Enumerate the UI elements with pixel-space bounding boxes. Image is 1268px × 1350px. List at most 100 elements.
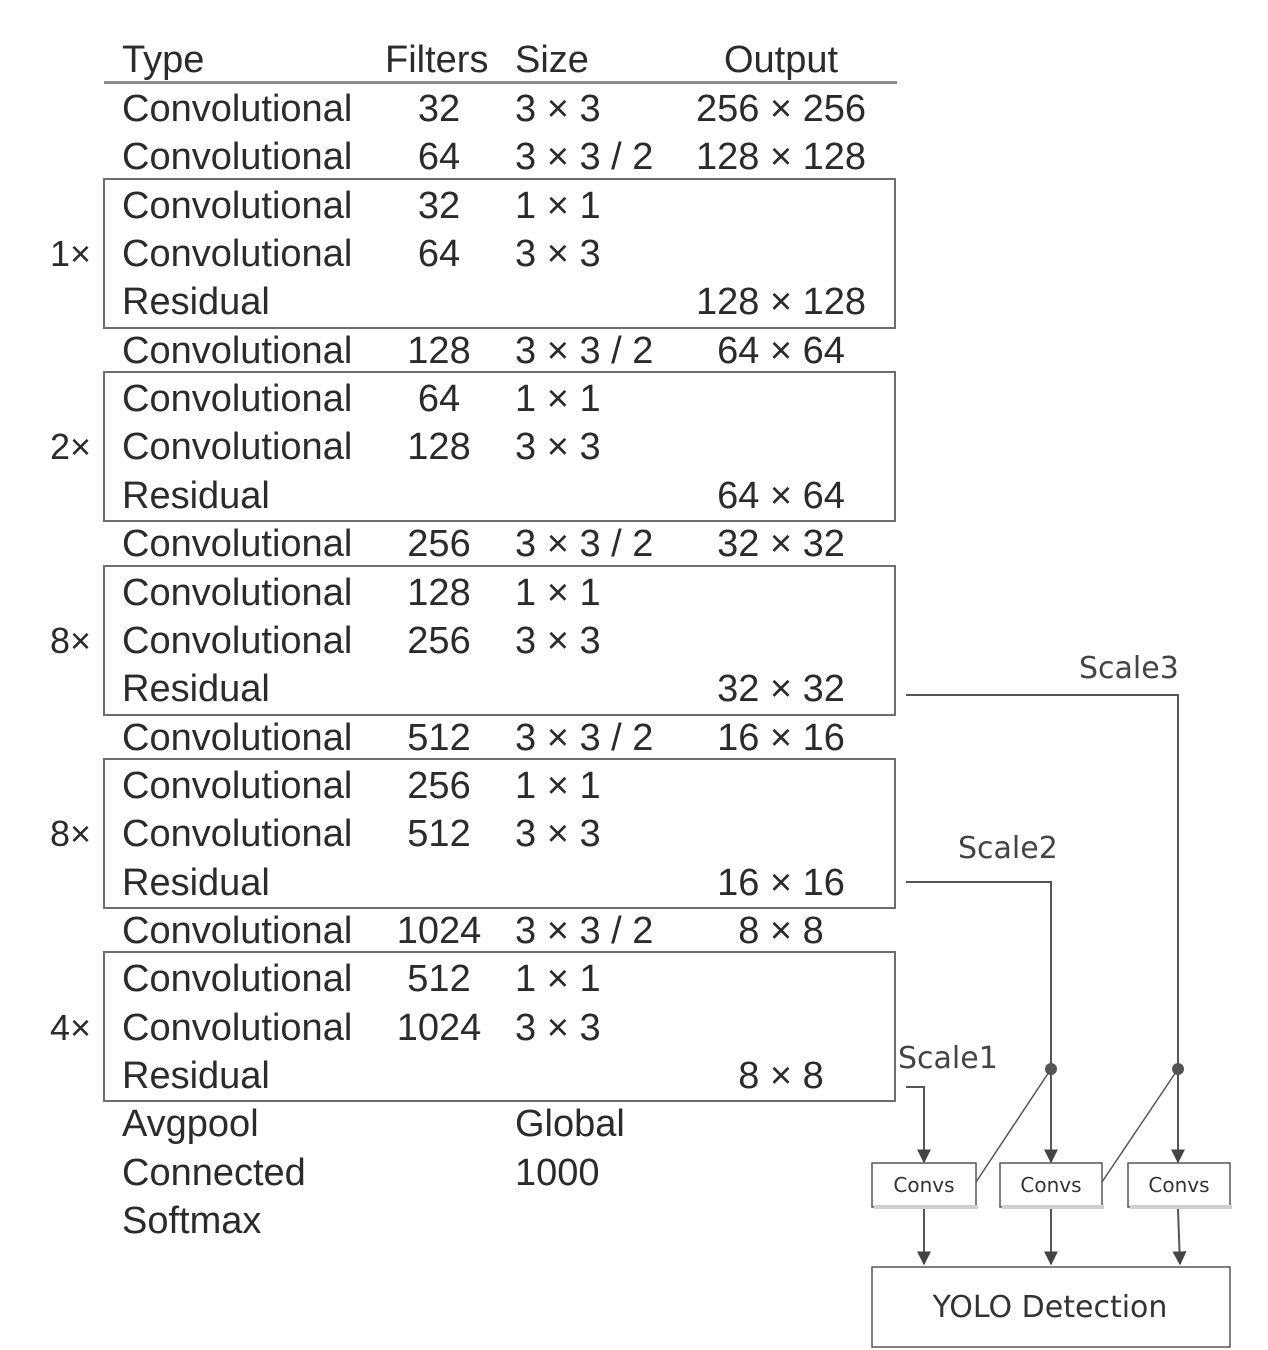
convs-label-1: Convs (893, 1173, 954, 1197)
row-9-filters: 256 (407, 523, 471, 566)
row-11-size: 3 × 3 (515, 619, 601, 662)
row-11-filters: 256 (407, 619, 471, 662)
header-filters: Filters (385, 39, 489, 81)
row-14-filters: 256 (407, 764, 471, 807)
row-3-filters: 64 (417, 233, 461, 276)
scale2-line (906, 881, 1058, 1164)
residual-block-0 (103, 177, 896, 329)
row-6-size: 1 × 1 (515, 378, 601, 421)
row-18-filters: 512 (407, 958, 471, 1001)
row-6-filters: 64 (417, 378, 461, 421)
residual-block-2 (103, 564, 896, 716)
row-13-size: 3 × 3 / 2 (515, 716, 654, 759)
row-0-filters: 32 (417, 88, 461, 130)
residual-block-3 (103, 757, 896, 909)
row-0-output: 256 × 256 (695, 88, 867, 130)
row-7-type: Convolutional (122, 426, 353, 469)
header-type: Type (122, 39, 205, 81)
row-2-size: 1 × 1 (515, 184, 601, 227)
row-18-type: Convolutional (122, 958, 353, 1001)
row-17-type: Convolutional (122, 909, 353, 952)
row-21-size: Global (515, 1103, 625, 1146)
row-0-type: Convolutional (122, 88, 353, 130)
row-12-output: 32 × 32 (717, 668, 845, 711)
row-10-type: Convolutional (122, 571, 353, 614)
row-5-type: Convolutional (122, 329, 353, 372)
header-rule (104, 81, 897, 84)
row-20-type: Residual (122, 1055, 270, 1097)
row-1-output: 128 × 128 (695, 136, 867, 179)
row-14-type: Convolutional (122, 764, 353, 807)
row-19-type: Convolutional (122, 1006, 353, 1049)
row-3-type: Convolutional (122, 233, 353, 276)
header-size: Size (515, 39, 589, 81)
row-11-type: Convolutional (122, 619, 353, 662)
scale2-label: Scale2 (958, 831, 1058, 866)
row-16-output: 16 × 16 (717, 861, 845, 904)
row-17-filters: 1024 (396, 909, 482, 952)
yolo-detection-box: YOLO Detection (871, 1266, 1231, 1348)
block-multiplier-0: 1× (50, 233, 92, 275)
scale1-label: Scale1 (898, 1041, 998, 1076)
row-13-output: 16 × 16 (717, 716, 845, 759)
row-5-filters: 128 (407, 329, 471, 372)
row-20-output: 8 × 8 (738, 1055, 824, 1097)
row-2-filters: 32 (417, 184, 461, 227)
yolo-detection-label: YOLO Detection (932, 1290, 1168, 1325)
convs-box-1: Convs (871, 1162, 978, 1209)
row-19-filters: 1024 (396, 1006, 482, 1049)
row-8-type: Residual (122, 474, 270, 517)
row-9-size: 3 × 3 / 2 (515, 523, 654, 566)
row-22-size: 1000 (515, 1151, 600, 1194)
row-19-size: 3 × 3 (515, 1006, 601, 1049)
convs-label-3: Convs (1148, 1173, 1209, 1197)
row-15-type: Convolutional (122, 813, 353, 856)
row-2-type: Convolutional (122, 184, 353, 227)
row-15-filters: 512 (407, 813, 471, 856)
residual-block-1 (103, 371, 896, 523)
row-16-type: Residual (122, 861, 270, 904)
row-18-size: 1 × 1 (515, 958, 601, 1001)
row-17-output: 8 × 8 (738, 909, 824, 952)
row-14-size: 1 × 1 (515, 764, 601, 807)
row-12-type: Residual (122, 668, 270, 711)
header-output: Output (723, 39, 839, 81)
row-0-size: 3 × 3 (515, 88, 601, 130)
row-10-filters: 128 (407, 571, 471, 614)
convs3-to-yolo-arrow (1172, 1208, 1187, 1266)
row-3-size: 3 × 3 (515, 233, 601, 276)
row-21-type: Avgpool (122, 1103, 259, 1146)
row-8-output: 64 × 64 (717, 474, 845, 517)
block-multiplier-4: 4× (50, 1006, 92, 1048)
block-multiplier-3: 8× (50, 813, 92, 855)
row-1-size: 3 × 3 / 2 (515, 136, 654, 179)
row-4-type: Residual (122, 281, 270, 324)
convs2-to-scale3-line (1101, 1068, 1179, 1183)
row-13-type: Convolutional (122, 716, 353, 759)
row-4-output: 128 × 128 (695, 281, 867, 324)
convs-box-2: Convs (999, 1162, 1104, 1209)
row-9-type: Convolutional (122, 523, 353, 566)
row-7-filters: 128 (407, 426, 471, 469)
row-13-filters: 512 (407, 716, 471, 759)
convs-label-2: Convs (1020, 1173, 1081, 1197)
scale3-line (906, 694, 1185, 1164)
scale3-label: Scale3 (1079, 651, 1179, 686)
row-23-type: Softmax (122, 1200, 262, 1243)
row-10-size: 1 × 1 (515, 571, 601, 614)
convs1-to-scale2-line (975, 1068, 1052, 1183)
row-5-output: 64 × 64 (717, 329, 845, 372)
block-multiplier-2: 8× (50, 619, 92, 661)
residual-block-4 (103, 951, 896, 1103)
row-5-size: 3 × 3 / 2 (515, 329, 654, 372)
row-22-type: Connected (122, 1151, 306, 1194)
row-1-type: Convolutional (122, 136, 353, 179)
row-9-output: 32 × 32 (717, 523, 845, 566)
row-17-size: 3 × 3 / 2 (515, 909, 654, 952)
row-1-filters: 64 (417, 136, 461, 179)
row-6-type: Convolutional (122, 378, 353, 421)
block-multiplier-1: 2× (50, 426, 92, 468)
scale1-line (906, 1086, 931, 1164)
convs-box-3: Convs (1127, 1162, 1232, 1209)
